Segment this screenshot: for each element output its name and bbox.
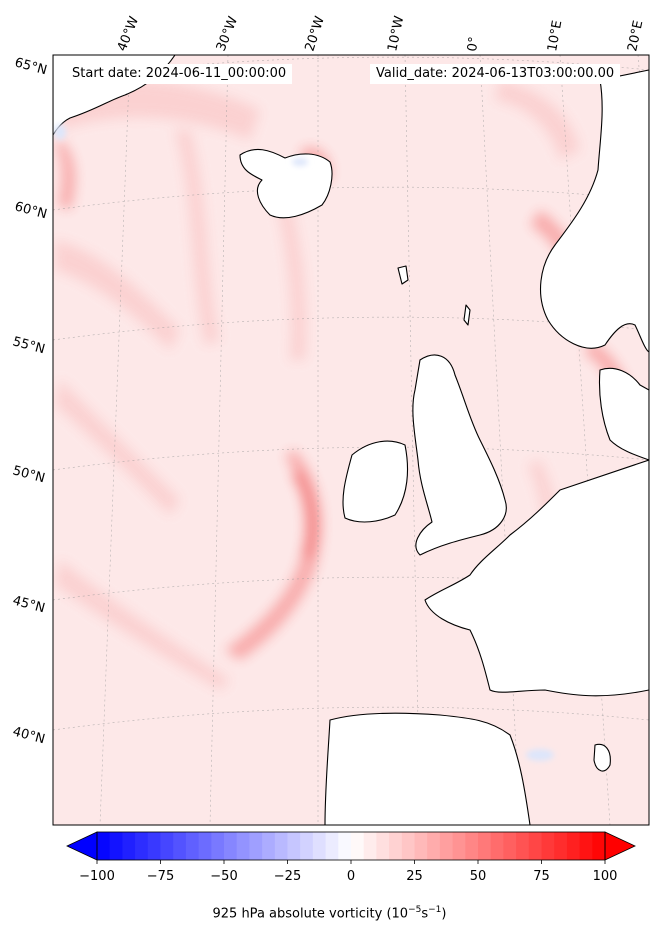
colorbar-cell [389,832,403,860]
colorbar-cell [236,832,250,860]
map-panel [53,55,649,825]
latitude-labels: 65°N 60°N 55°N 50°N 45°N 40°N [11,55,49,747]
colorbar-title-exp1: −5 [408,905,422,915]
colorbar-tick-label: −100 [79,869,115,884]
scandinavia [539,69,649,353]
colorbar-cell [427,832,441,860]
colorbar-cell [592,832,606,860]
colorbar-cell [173,832,187,860]
lat-label-45n: 45°N [11,593,47,616]
colorbar-cell [351,832,365,860]
colorbar-tick-label: −75 [147,869,174,884]
corsica [593,743,611,772]
colorbar-title: 925 hPa absolute vorticity (10−5s−1) [0,905,659,921]
lon-label-10e: 10°E [545,19,565,52]
colorbar-cell [211,832,225,860]
colorbar-tick-label: 75 [533,869,550,884]
great-britain [412,354,507,556]
colorbar-extend-low [66,831,98,861]
longitude-labels: 40°W 30°W 20°W 10°W 0° 10°E 20°E [115,14,647,53]
map-frame [52,54,650,826]
shetland-islands [463,304,471,326]
colorbar-cell [109,832,123,860]
colorbar-cell [287,832,301,860]
colorbar-title-main: 925 hPa absolute vorticity (10 [212,906,409,922]
iceland [239,148,333,219]
ireland [342,440,409,523]
denmark [598,367,649,461]
colorbar-tick-label: 50 [470,869,487,884]
colorbar-cell [198,832,212,860]
colorbar-tick-label: 100 [593,869,618,884]
colorbar-cell [224,832,238,860]
colorbar-cell [414,832,428,860]
valid-date-label: Valid_date: 2024-06-13T03:00:00.00 [370,64,621,84]
colorbar-tick-label: 25 [406,869,423,884]
colorbar-cell [185,832,200,860]
colorbar-cell [401,832,416,860]
lon-label-40w: 40°W [115,14,142,53]
lon-label-10w: 10°W [385,14,407,52]
negative-vorticity [54,124,554,761]
colorbar-cell [579,832,593,860]
colorbar-cell [554,832,568,860]
lat-label-65n: 65°N [13,55,49,78]
iberian-peninsula [324,712,531,825]
colorbar-cell [325,832,339,860]
colorbar-title-mid: s [421,906,429,922]
colorbar-cell [478,832,492,860]
colorbar-cell [147,832,162,860]
colorbar-cell [541,832,555,860]
colorbar-tick-label: 0 [347,869,355,884]
colorbar-cell [465,832,479,860]
colorbar-cell [490,832,504,860]
lon-label-30w: 30°W [214,14,241,53]
colorbar-cell [376,832,390,860]
colorbar: −100 −75 −50 −25 0 25 50 75 100 [66,831,636,884]
colorbar-cell [452,832,466,860]
colorbar-cell [503,832,517,860]
colorbar-ticks: −100 −75 −50 −25 0 25 50 75 100 [79,860,617,884]
colorbar-cell [516,832,530,860]
faroe-islands [397,265,409,285]
lat-label-55n: 55°N [11,334,47,357]
start-date-label: Start date: 2024-06-11_00:00:00 [66,64,293,84]
colorbar-title-end: ) [441,906,447,922]
colorbar-cell [160,832,174,860]
colorbar-cell [439,832,454,860]
colorbar-cell [262,832,276,860]
colorbar-cell [122,832,136,860]
lon-label-20w: 20°W [303,14,328,53]
colorbar-extend-high [604,831,636,861]
colorbar-cell [338,832,352,860]
colorbar-cell [274,832,289,860]
lat-label-50n: 50°N [11,463,47,486]
vorticity-background [53,55,649,825]
lon-label-20e: 20°E [625,19,646,53]
lat-label-40n: 40°N [11,724,47,747]
lon-label-0: 0° [465,36,482,53]
colorbar-cell [528,832,543,860]
colorbar-cell [135,832,149,860]
continental-europe [424,459,649,697]
colorbar-tick-label: −25 [274,869,301,884]
colorbar-cell [300,832,314,860]
lat-label-60n: 60°N [13,199,49,222]
graticule [53,55,649,825]
colorbar-cell [97,832,111,860]
colorbar-title-exp2: −1 [428,905,442,915]
colorbar-cells [97,832,606,860]
landmasses [53,55,649,825]
colorbar-cell [312,832,327,860]
colorbar-tick-label: −50 [210,869,237,884]
colorbar-cell [249,832,263,860]
colorbar-cell [363,832,377,860]
colorbar-cell [566,832,581,860]
